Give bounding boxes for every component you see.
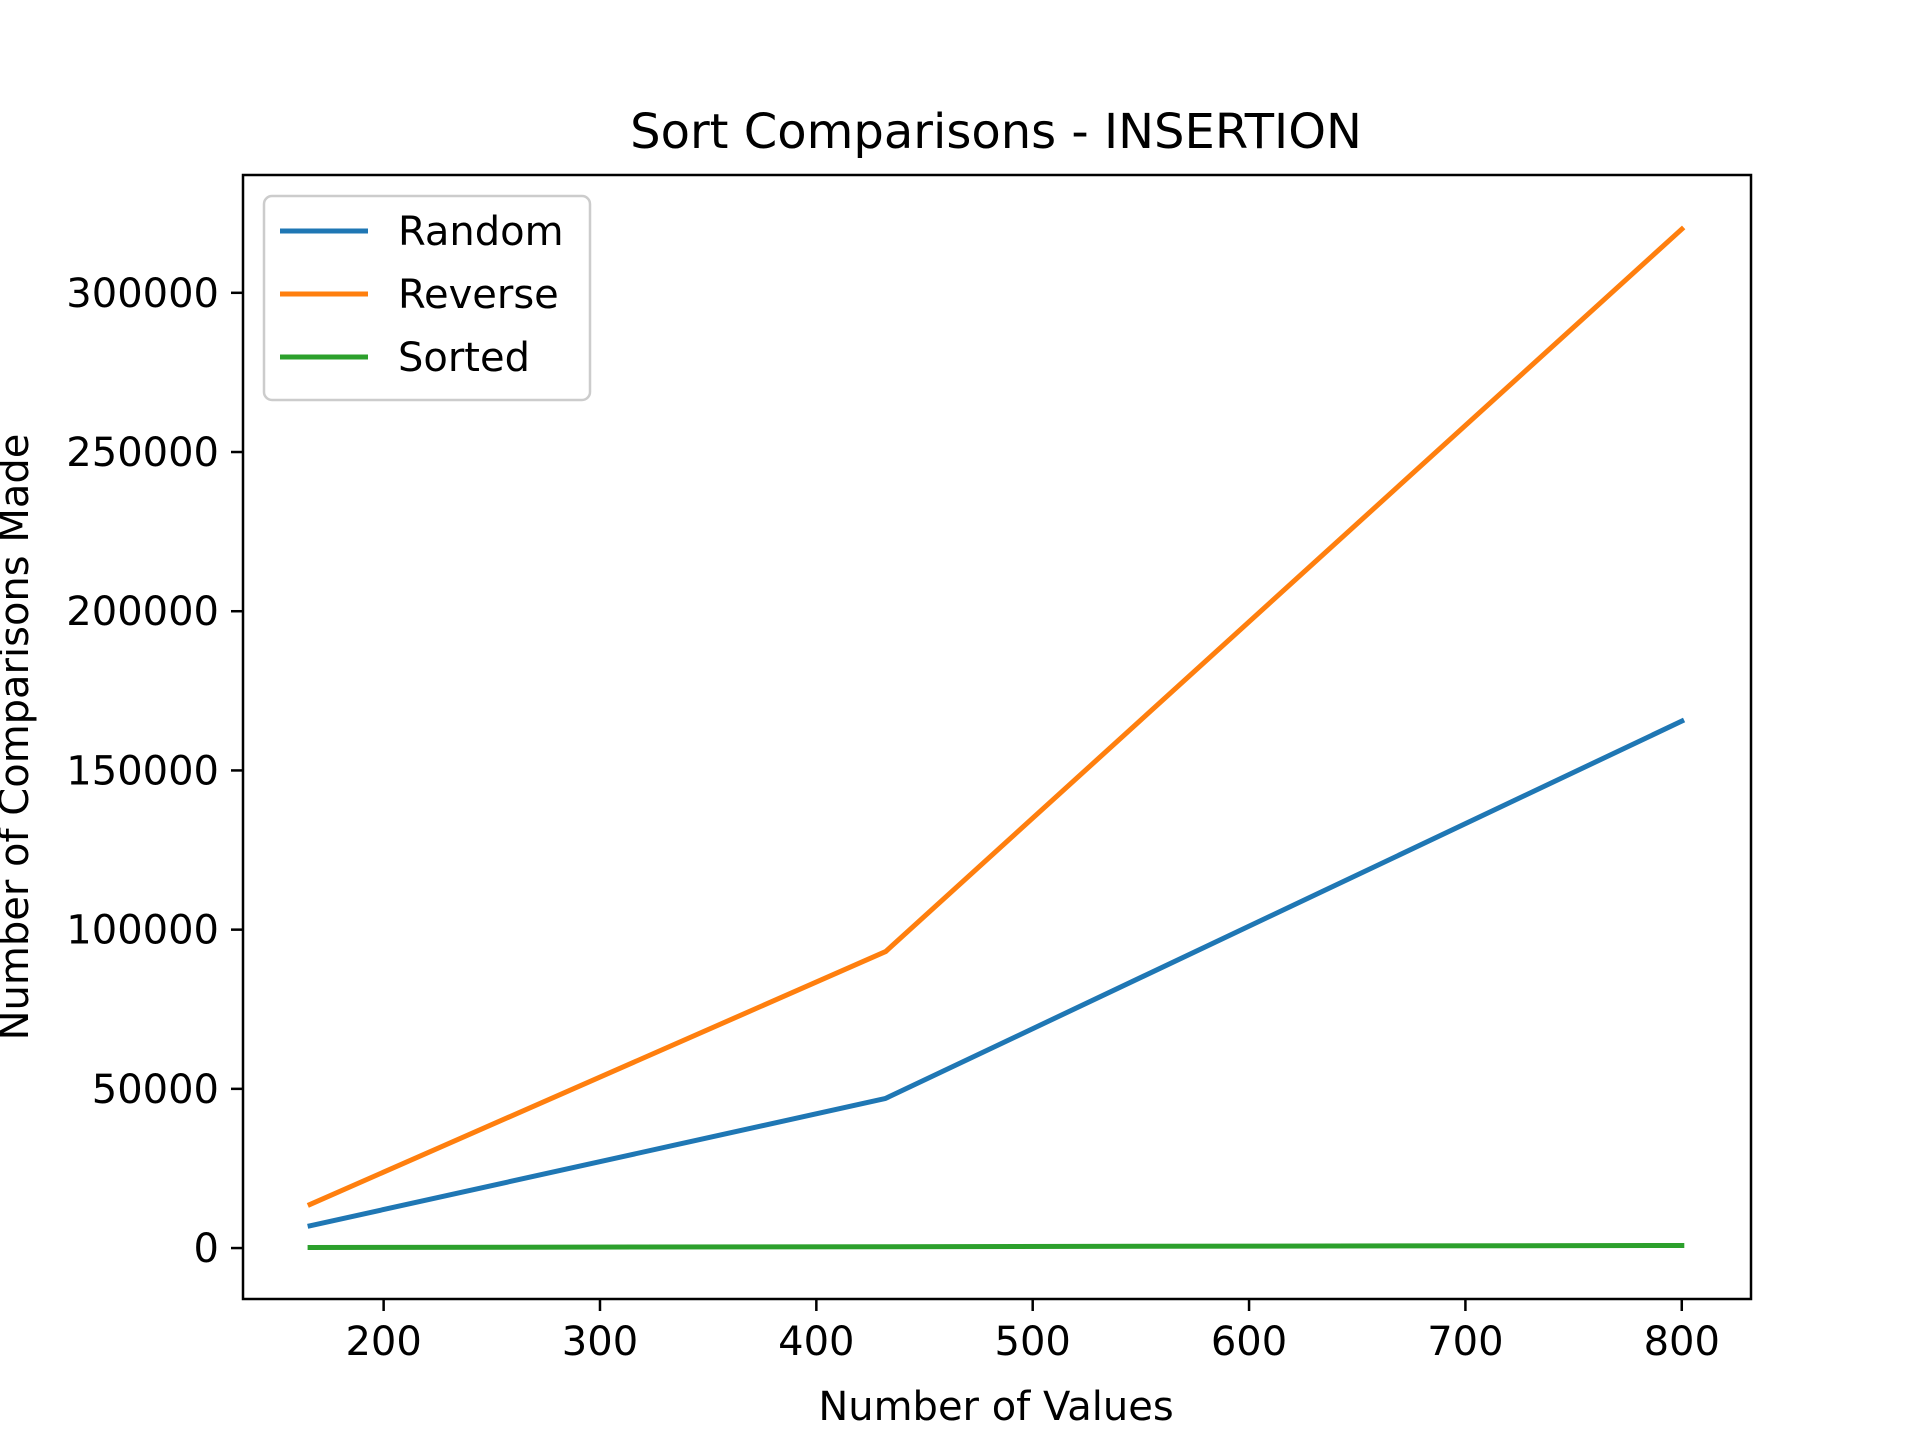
series-line-reverse: [306, 225, 1686, 1208]
y-tick-label: 200000: [66, 589, 219, 635]
x-tick-label: 500: [995, 1319, 1071, 1365]
x-tick-label: 200: [345, 1319, 421, 1365]
x-axis-label: Number of Values: [818, 1384, 1173, 1430]
series-line-random: [307, 717, 1686, 1229]
legend-frame: [262, 194, 592, 402]
x-tick-label: 600: [1211, 1319, 1287, 1365]
series-line-sorted: [307, 1242, 1685, 1251]
x-tick-label: 700: [1427, 1319, 1503, 1365]
x-axis: 200 300 400 500 600 700 800: [345, 1299, 1720, 1365]
x-tick-label: 300: [562, 1319, 638, 1365]
x-tick-label: 400: [778, 1319, 854, 1365]
y-tick-label: 300000: [66, 271, 219, 317]
legend-label-random: Random: [398, 209, 564, 255]
y-tick-label: 150000: [66, 748, 219, 794]
y-tick-label: 250000: [66, 430, 219, 476]
series-lines: [306, 225, 1686, 1251]
y-axis-label: Number of Comparisons Made: [0, 434, 38, 1041]
y-tick-label: 50000: [92, 1067, 219, 1113]
legend-label-sorted: Sorted: [398, 335, 530, 381]
legend: Random Reverse Sorted: [262, 194, 592, 402]
y-tick-label: 100000: [66, 908, 219, 954]
plot-frame: [241, 173, 1753, 1301]
y-tick-label: 0: [194, 1226, 219, 1272]
legend-label-reverse: Reverse: [398, 272, 559, 318]
chart-title: Sort Comparisons - INSERTION: [630, 104, 1362, 160]
x-tick-label: 800: [1644, 1319, 1720, 1365]
y-axis: 0 50000 100000 150000 200000 250000 300000: [66, 271, 243, 1272]
